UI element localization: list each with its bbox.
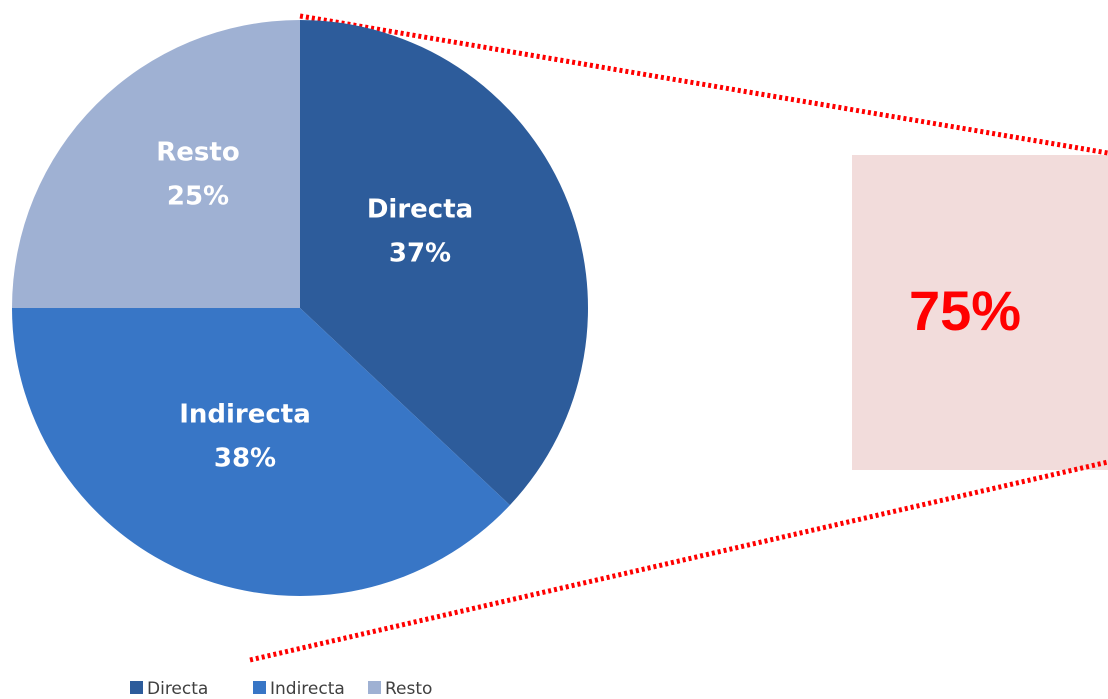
pie-slice [12, 20, 300, 308]
pie-slice [12, 308, 510, 596]
legend-swatch [253, 681, 266, 694]
zoom-line [249, 459, 1108, 663]
highlight-box [852, 155, 1108, 470]
legend-label: Indirecta [270, 679, 345, 699]
slice-value-label: 25% [167, 182, 229, 212]
legend-label: Directa [147, 679, 208, 699]
legend-label: Resto [385, 679, 432, 699]
slice-value-label: 38% [214, 444, 276, 474]
zoom-line [299, 13, 1108, 156]
legend-swatch [368, 681, 381, 694]
pie-slice [300, 20, 588, 506]
annotation: 75% [909, 279, 1021, 342]
slice-category-label: Directa [367, 195, 473, 225]
slice-category-label: Resto [156, 138, 239, 168]
legend-swatch [130, 681, 143, 694]
slice-value-label: 37% [389, 239, 451, 269]
slice-category-label: Indirecta [179, 400, 311, 430]
